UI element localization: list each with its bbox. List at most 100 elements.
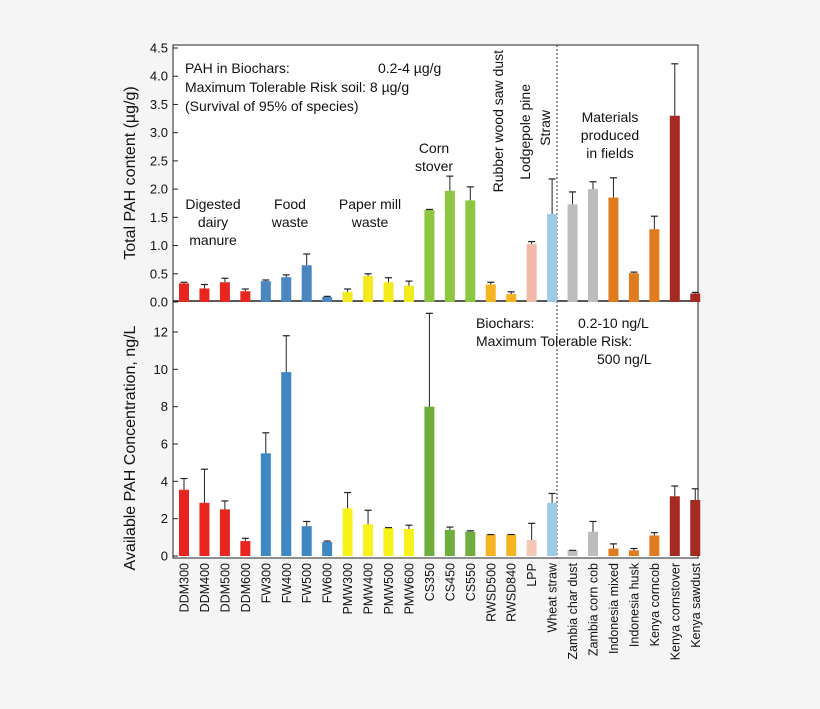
top-bar — [526, 243, 537, 302]
top-bar — [444, 190, 455, 302]
top-bar — [240, 291, 251, 302]
bottom-y-tick-label: 0 — [161, 549, 168, 564]
bottom-bar — [526, 540, 537, 556]
bottom-bar — [465, 531, 476, 556]
category-label: DDM600 — [239, 563, 253, 612]
bottom-bar — [506, 534, 517, 556]
bottom-bar — [690, 500, 701, 556]
category-label: DDM500 — [218, 563, 232, 612]
top-y-axis: 0.0 0.5 1.0 1.5 2.0 2.5 3.0 3.5 4.0 4.5 — [150, 41, 178, 310]
category-label: FW300 — [259, 563, 273, 603]
bottom-y-tick-label: 6 — [161, 437, 168, 452]
bottom-y-axis-label: Available PAH Concentration, ng/L — [122, 325, 139, 570]
top-bar — [567, 204, 578, 302]
group-label-line: Rubber wood saw dust — [490, 50, 506, 193]
top-bar — [506, 294, 517, 302]
top-info-line-1-value: 0.2-4 µg/g — [378, 60, 441, 76]
category-label: PMW500 — [382, 563, 396, 614]
bottom-bar-series — [179, 312, 701, 556]
top-y-tick-label: 1.0 — [150, 238, 168, 253]
category-label: DDM300 — [178, 563, 192, 612]
bottom-bar — [588, 531, 598, 556]
group-label-line: dairy — [198, 214, 228, 230]
top-bar — [547, 213, 558, 302]
top-bar — [281, 277, 292, 302]
group-label-line: manure — [189, 232, 237, 248]
category-label: CS450 — [443, 563, 457, 601]
bottom-y-tick-label: 10 — [154, 362, 168, 377]
category-label: Zambia char dust — [566, 562, 580, 659]
top-bar — [424, 209, 435, 302]
bottom-bar — [240, 541, 251, 556]
bottom-y-tick-label: 2 — [161, 511, 168, 526]
category-label: CS550 — [464, 563, 478, 601]
top-bar — [628, 273, 639, 302]
top-bar — [301, 265, 312, 302]
category-label: LPP — [525, 563, 539, 587]
bottom-bar — [628, 550, 639, 556]
top-bar — [342, 291, 353, 302]
category-label: FW500 — [300, 563, 314, 603]
top-bar — [588, 189, 598, 302]
top-bar — [322, 296, 333, 302]
bottom-bar — [424, 406, 435, 556]
group-label-line: Materials — [582, 109, 639, 125]
bottom-info-line-3: 500 ng/L — [597, 351, 652, 367]
bottom-bar — [179, 489, 189, 556]
bottom-info-line-1-label: Biochars: — [476, 315, 534, 331]
top-y-tick-label: 4.0 — [150, 69, 168, 84]
top-y-tick-label: 1.5 — [150, 210, 168, 225]
group-label-line: Corn — [419, 140, 449, 156]
top-bar — [219, 282, 230, 302]
category-label: PMW300 — [341, 563, 355, 614]
category-label: Zambia corn cob — [587, 563, 601, 656]
category-label: FW400 — [280, 563, 294, 603]
top-bar — [669, 115, 680, 302]
category-label: Kenya sawdust — [689, 562, 703, 647]
top-bar-series — [179, 63, 701, 302]
bottom-bar — [322, 542, 333, 556]
top-bar — [383, 282, 394, 302]
top-y-tick-label: 3.5 — [150, 97, 168, 112]
bottom-bar — [363, 524, 374, 556]
bottom-info-line-2: Maximum Tolerable Risk: — [476, 333, 632, 349]
bottom-bar — [383, 528, 394, 556]
group-label-line: produced — [581, 127, 639, 143]
bottom-info-line-1-value: 0.2-10 ng/L — [578, 315, 649, 331]
top-y-tick-label: 0.0 — [150, 295, 168, 310]
bottom-y-tick-label: 8 — [161, 399, 168, 414]
category-label: Wheat straw — [546, 562, 560, 632]
top-bar — [608, 197, 619, 302]
category-label: RWSD840 — [505, 563, 519, 622]
top-y-tick-label: 2.0 — [150, 182, 168, 197]
bottom-bar — [342, 508, 353, 556]
category-label: CS350 — [423, 563, 437, 601]
category-label: Kenya corncob — [648, 563, 662, 646]
category-label: FW600 — [321, 563, 335, 603]
bottom-bar — [567, 550, 578, 556]
category-label: Indonesia mixed — [607, 563, 621, 654]
group-label-line: waste — [351, 214, 389, 230]
bottom-bar — [219, 509, 230, 556]
bottom-y-tick-label: 12 — [154, 325, 168, 340]
group-label-line: in fields — [586, 145, 633, 161]
top-bar — [199, 288, 210, 302]
top-bar — [363, 276, 374, 302]
top-info-line-1-label: PAH in Biochars: — [185, 60, 290, 76]
category-label: Indonesia husk — [627, 562, 641, 647]
bottom-bar — [444, 529, 455, 556]
bottom-y-tick-label: 4 — [161, 474, 168, 489]
top-bar — [465, 200, 476, 302]
category-labels: DDM300 DDM400 DDM500 DDM600 FW300 FW400 FW500 F… — [178, 562, 703, 660]
top-info-line-2: Maximum Tolerable Risk soil: 8 µg/g — [185, 79, 409, 95]
top-bar — [485, 284, 496, 302]
top-info-line-3: (Survival of 95% of species) — [185, 98, 359, 114]
group-label-line: Straw — [537, 109, 553, 146]
bottom-bar — [649, 535, 660, 556]
group-label-line: Food — [274, 196, 306, 212]
group-label-line: waste — [271, 214, 309, 230]
bottom-bar — [485, 534, 496, 556]
group-labels: Digested dairy manure Food waste Paper mill wa… — [185, 50, 639, 248]
category-label: PMW400 — [362, 563, 376, 614]
